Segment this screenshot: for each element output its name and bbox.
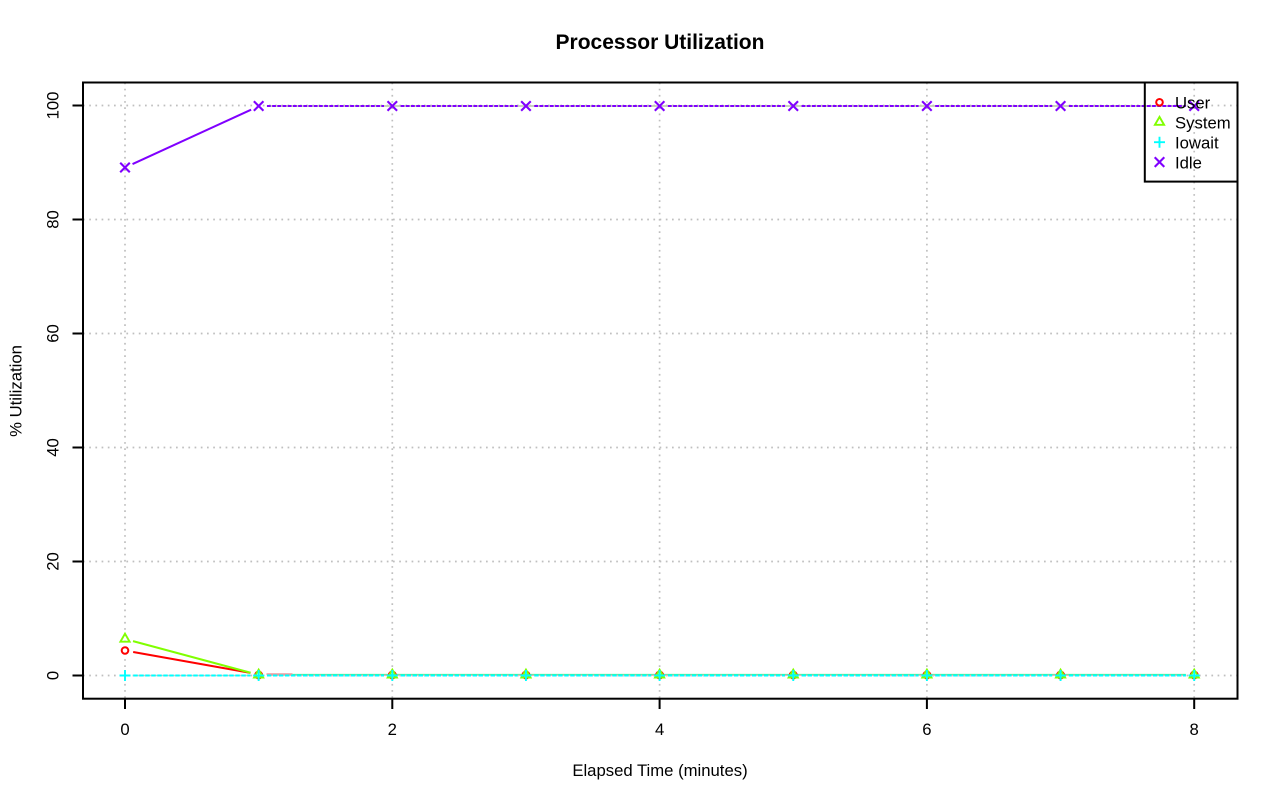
svg-text:System: System xyxy=(1175,113,1231,132)
svg-text:Processor Utilization: Processor Utilization xyxy=(556,31,765,54)
svg-text:6: 6 xyxy=(922,720,931,739)
svg-text:% Utilization: % Utilization xyxy=(7,345,26,437)
svg-text:60: 60 xyxy=(44,324,63,343)
svg-text:Idle: Idle xyxy=(1175,153,1202,172)
svg-text:User: User xyxy=(1175,94,1211,113)
svg-text:2: 2 xyxy=(388,720,397,739)
svg-text:8: 8 xyxy=(1190,720,1199,739)
svg-text:20: 20 xyxy=(44,552,63,571)
svg-text:0: 0 xyxy=(120,720,129,739)
svg-text:Elapsed Time (minutes): Elapsed Time (minutes) xyxy=(572,761,747,780)
svg-text:80: 80 xyxy=(44,210,63,229)
svg-text:0: 0 xyxy=(44,671,63,680)
svg-text:100: 100 xyxy=(44,92,63,120)
svg-text:Iowait: Iowait xyxy=(1175,133,1219,152)
svg-text:40: 40 xyxy=(44,438,63,457)
svg-text:4: 4 xyxy=(655,720,664,739)
